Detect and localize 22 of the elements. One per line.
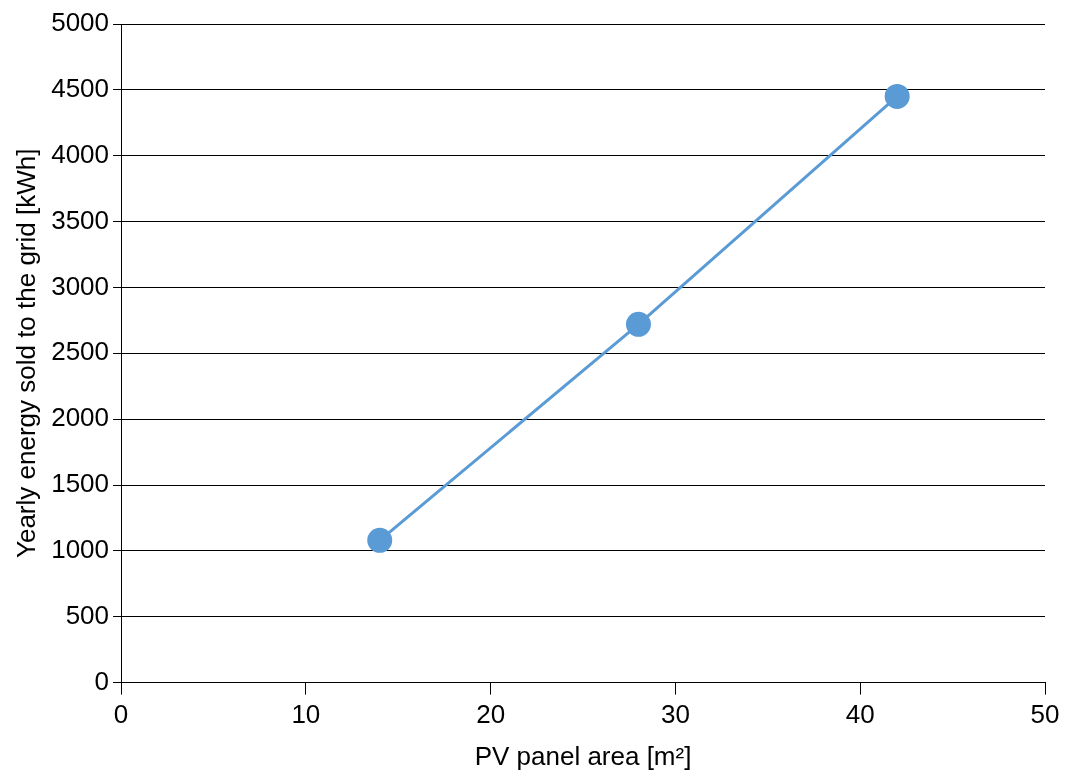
y-tick-label: 3500 [51, 204, 110, 235]
y-tick-label: 0 [94, 665, 110, 696]
point [884, 83, 910, 109]
point [625, 311, 651, 337]
x-tick-label: 0 [113, 699, 129, 730]
x-axis-title: PV panel area [m²] [474, 740, 692, 771]
y-tick-label: 1500 [51, 468, 110, 499]
y-tick-label: 500 [65, 599, 110, 630]
y-tick-label: 4000 [51, 138, 110, 169]
y-tick-label: 3000 [51, 270, 110, 301]
x-tick-label: 50 [1030, 699, 1060, 730]
x-tick-label: 20 [476, 699, 506, 730]
y-tick-label: 5000 [51, 7, 110, 38]
y-tick-label: 4500 [51, 73, 110, 104]
y-axis-title: Yearly energy sold to the grid [kWh] [10, 148, 41, 559]
point [367, 527, 393, 553]
y-tick-label: 2500 [51, 336, 110, 367]
y-tick-label: 2000 [51, 402, 110, 433]
x-tick-label: 10 [291, 699, 321, 730]
x-tick-label: 40 [845, 699, 875, 730]
x-tick-label: 30 [660, 699, 690, 730]
y-tick-label: 1000 [51, 534, 110, 565]
